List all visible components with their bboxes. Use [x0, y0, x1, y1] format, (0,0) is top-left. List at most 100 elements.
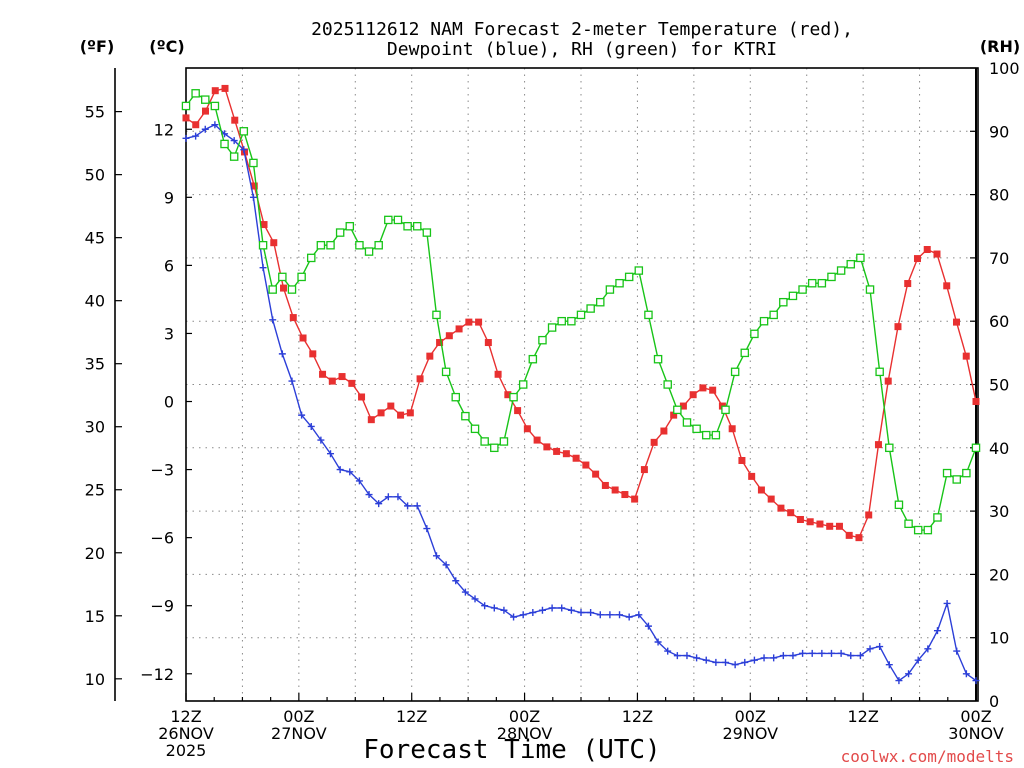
- data-point: [738, 457, 746, 465]
- time-tick-label: 29NOV: [722, 724, 778, 743]
- data-point: [240, 146, 248, 154]
- celsius-tick-label: 3: [164, 324, 174, 343]
- data-point: [769, 310, 778, 320]
- plot-frame: [185, 67, 979, 702]
- data-point: [913, 255, 921, 263]
- data-point: [836, 266, 846, 275]
- time-tick-label: 30NOV: [948, 724, 1004, 743]
- data-point: [288, 377, 296, 385]
- data-point: [952, 318, 960, 326]
- data-point: [865, 285, 875, 294]
- data-point: [596, 297, 605, 307]
- celsius-tick-label: 6: [164, 256, 174, 275]
- data-point: [221, 84, 229, 92]
- data-point: [884, 377, 892, 385]
- data-point: [384, 215, 393, 225]
- rh-tick-label: 0: [989, 692, 999, 711]
- data-point: [740, 348, 750, 358]
- data-point: [280, 284, 288, 292]
- data-point: [635, 611, 643, 619]
- time-tick-label: 26NOV: [158, 724, 214, 743]
- data-point: [269, 316, 277, 324]
- chart-series: [181, 84, 981, 685]
- series-rh: [181, 89, 981, 535]
- data-point: [644, 310, 653, 320]
- data-point: [664, 647, 672, 655]
- data-point: [971, 443, 981, 453]
- data-point: [576, 310, 586, 320]
- data-point: [789, 652, 797, 660]
- data-point: [259, 264, 267, 272]
- data-point: [846, 259, 856, 269]
- data-point: [355, 240, 364, 250]
- data-point: [393, 215, 403, 225]
- time-tick-label: 00Z: [283, 707, 314, 726]
- data-point: [894, 323, 902, 331]
- data-point: [845, 531, 853, 539]
- time-tick-label: 2025: [166, 741, 207, 760]
- data-point: [837, 649, 845, 657]
- celsius-tick-label: −9: [150, 597, 174, 616]
- data-point: [693, 654, 701, 662]
- data-point: [722, 658, 730, 666]
- data-point: [631, 495, 639, 503]
- data-point: [412, 221, 422, 231]
- data-point: [653, 354, 663, 364]
- data-point: [268, 285, 277, 294]
- data-point: [582, 461, 590, 469]
- data-point: [760, 654, 768, 662]
- data-point: [702, 656, 710, 664]
- data-point: [404, 502, 412, 510]
- data-point: [562, 450, 570, 458]
- rh-tick-label: 30: [989, 502, 1009, 521]
- data-point: [547, 323, 557, 332]
- data-point: [683, 652, 691, 660]
- celsius-tick-label: −3: [150, 461, 174, 480]
- data-point: [660, 427, 668, 435]
- data-point: [306, 253, 316, 263]
- data-point: [317, 436, 325, 444]
- data-point: [808, 649, 816, 657]
- data-point: [181, 101, 191, 111]
- data-point: [553, 447, 561, 455]
- data-point: [699, 384, 707, 392]
- data-point: [528, 354, 538, 364]
- rh-tick-label: 50: [989, 376, 1009, 395]
- series-dewpoint: [182, 121, 980, 685]
- data-point: [847, 652, 855, 660]
- data-point: [654, 638, 662, 646]
- data-point: [962, 468, 971, 478]
- data-point: [721, 405, 730, 415]
- data-point: [432, 552, 440, 560]
- data-point: [807, 278, 817, 288]
- data-point: [500, 606, 508, 614]
- data-point: [624, 272, 634, 282]
- data-point: [510, 613, 518, 621]
- fahrenheit-tick-label: 15: [85, 607, 105, 626]
- data-point: [504, 391, 512, 399]
- rh-tick-label: 20: [989, 565, 1009, 584]
- data-point: [461, 411, 470, 421]
- data-point: [679, 402, 687, 410]
- time-tick-label: 12Z: [170, 707, 201, 726]
- data-point: [874, 441, 882, 449]
- data-point: [567, 316, 576, 326]
- data-point: [962, 352, 970, 360]
- data-point: [182, 134, 190, 142]
- celsius-tick-label: 0: [164, 393, 174, 412]
- data-point: [894, 500, 904, 510]
- data-point: [933, 513, 942, 522]
- series-line: [185, 87, 977, 539]
- rh-tick-label: 80: [989, 186, 1009, 205]
- data-point: [432, 310, 441, 320]
- data-point: [558, 604, 566, 612]
- data-point: [191, 89, 200, 98]
- data-point: [577, 609, 585, 617]
- data-point: [490, 443, 499, 453]
- data-point: [663, 380, 672, 389]
- data-point: [953, 647, 961, 655]
- data-point: [455, 325, 463, 333]
- chart-gridlines: [186, 68, 976, 701]
- data-point: [777, 504, 785, 512]
- time-tick-label: 12Z: [847, 707, 878, 726]
